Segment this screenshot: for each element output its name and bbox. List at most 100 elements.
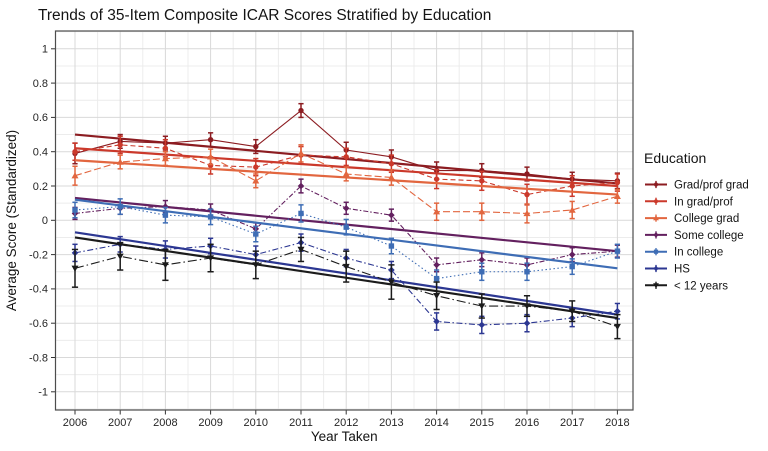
x-axis-label: Year Taken xyxy=(311,429,378,444)
data-point xyxy=(568,308,576,315)
data-point xyxy=(614,248,621,254)
axis-ticks xyxy=(51,48,618,415)
x-tick-label: 2015 xyxy=(470,417,494,429)
series-college-grad xyxy=(71,144,621,224)
data-point xyxy=(252,262,260,269)
data-point xyxy=(207,136,214,143)
data-point xyxy=(72,207,78,213)
legend-item-label: < 12 years xyxy=(674,280,728,292)
x-tick-label: 2006 xyxy=(63,417,87,429)
data-point xyxy=(478,303,486,310)
series-12-years xyxy=(71,236,621,340)
data-point xyxy=(568,206,576,213)
legend-item-label: HS xyxy=(674,264,690,276)
data-point xyxy=(72,149,78,155)
data-point xyxy=(342,170,350,177)
data-point xyxy=(162,203,169,210)
y-tick-label: -1 xyxy=(38,387,48,399)
data-point xyxy=(298,107,304,114)
y-tick-label: 1 xyxy=(42,44,48,56)
legend-item-label: In college xyxy=(674,247,723,259)
x-tick-label: 2011 xyxy=(289,417,313,429)
data-point xyxy=(433,176,440,182)
data-point xyxy=(71,265,79,272)
y-tick-label: -0.8 xyxy=(29,352,48,364)
x-tick-label: 2010 xyxy=(244,417,268,429)
data-point xyxy=(162,145,169,151)
y-tick-label: 0.2 xyxy=(33,181,48,193)
data-point xyxy=(207,255,215,262)
data-point xyxy=(252,177,260,184)
data-point xyxy=(433,293,441,300)
data-point xyxy=(569,183,575,189)
data-point xyxy=(524,171,530,177)
data-point xyxy=(298,210,304,217)
x-tick-label: 2018 xyxy=(605,417,629,429)
x-tick-label: 2016 xyxy=(515,417,539,429)
legend-item: In college xyxy=(645,247,723,259)
data-point xyxy=(207,214,214,220)
data-point xyxy=(117,203,123,210)
data-point xyxy=(614,179,621,186)
data-point xyxy=(433,318,440,325)
data-point xyxy=(523,319,531,327)
data-point xyxy=(387,173,395,181)
data-point xyxy=(653,232,659,238)
data-point xyxy=(388,161,395,167)
data-point xyxy=(568,251,576,258)
legend: Education Grad/prof grad In grad/prof Colle… xyxy=(644,150,749,292)
data-point xyxy=(161,155,169,162)
data-point xyxy=(614,307,621,315)
data-point xyxy=(653,283,659,289)
legend-item: < 12 years xyxy=(645,280,728,292)
data-point xyxy=(297,182,305,190)
data-point xyxy=(297,149,305,157)
data-point xyxy=(71,172,79,179)
data-point xyxy=(116,158,124,165)
data-point xyxy=(433,275,440,282)
data-point xyxy=(478,208,486,215)
panel-border xyxy=(54,30,634,411)
data-point xyxy=(653,215,659,221)
data-point xyxy=(343,224,349,230)
chart-title: Trends of 35-Item Composite ICAR Scores … xyxy=(38,7,491,24)
legend-item: Grad/prof grad xyxy=(645,180,749,192)
y-tick-label: 0.4 xyxy=(33,147,48,159)
x-tick-label: 2012 xyxy=(334,417,358,429)
y-tick-label: -0.2 xyxy=(29,249,48,261)
data-point xyxy=(162,212,169,218)
data-point xyxy=(388,243,395,249)
data-point xyxy=(161,262,169,269)
data-point xyxy=(478,256,486,264)
data-point xyxy=(253,164,259,170)
legend-item: In grad/prof xyxy=(645,196,734,208)
data-point xyxy=(433,261,440,269)
data-point xyxy=(388,211,395,219)
x-tick-label: 2013 xyxy=(379,417,403,429)
y-tick-label: -0.4 xyxy=(29,284,48,296)
x-tick-label: 2007 xyxy=(108,417,132,429)
data-point xyxy=(653,182,659,187)
data-point xyxy=(524,191,530,198)
x-tick-label: 2017 xyxy=(560,417,584,429)
data-point xyxy=(117,142,123,148)
data-point xyxy=(253,143,259,150)
legend-item-label: Some college xyxy=(674,230,744,242)
data-point xyxy=(524,269,530,275)
x-tick-label: 2009 xyxy=(198,417,222,429)
data-point xyxy=(479,269,485,275)
y-tick-label: 0 xyxy=(42,215,48,227)
legend-item: Some college xyxy=(645,230,744,242)
data-point xyxy=(523,303,531,310)
data-point xyxy=(387,279,395,286)
data-point xyxy=(569,263,575,270)
legend-item: College grad xyxy=(645,213,739,225)
data-point xyxy=(253,231,259,237)
data-point xyxy=(297,246,305,253)
data-point xyxy=(342,263,350,271)
data-point xyxy=(478,321,486,329)
data-point xyxy=(479,178,485,184)
x-tick-label: 2014 xyxy=(424,417,448,429)
